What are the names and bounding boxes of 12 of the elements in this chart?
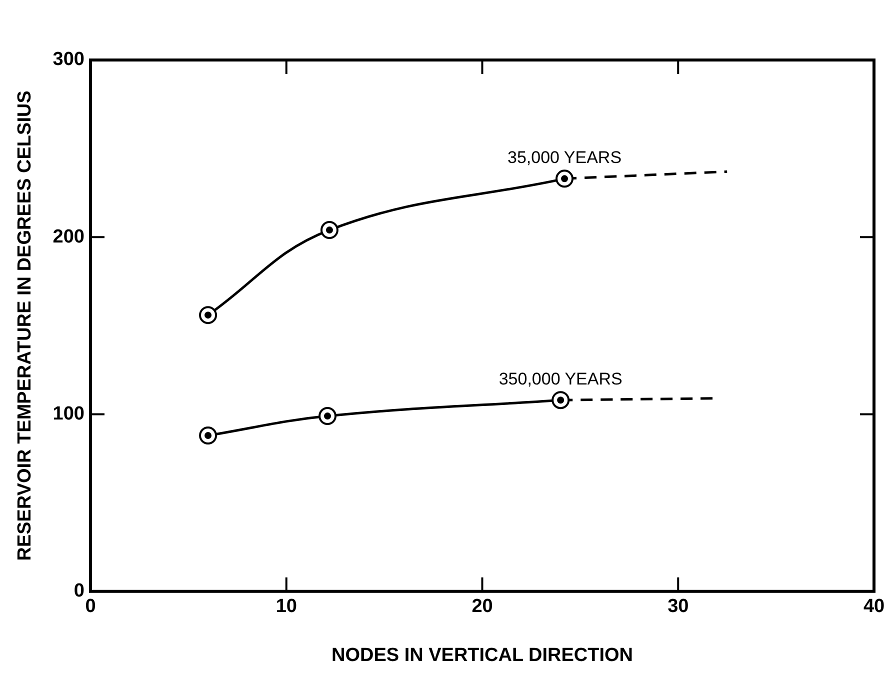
x-tick-label: 30 [668, 596, 689, 618]
y-tick-label: 300 [52, 49, 84, 70]
x-tick-label: 10 [276, 596, 297, 618]
x-tick-label: 20 [472, 596, 493, 618]
x-tick-label: 40 [863, 596, 885, 618]
y-tick-label: 200 [52, 226, 84, 248]
y-tick-label: 100 [52, 404, 84, 424]
y-axis-title: RESERVOIR TEMPERATURE IN DEGREES CELSIUS [14, 90, 36, 561]
series-label: 350,000 YEARS [498, 369, 622, 388]
x-axis-title: NODES IN VERTICAL DIRECTION [331, 644, 634, 666]
series-label: 35,000 YEARS [507, 148, 622, 167]
y-tick-label: 0 [74, 580, 84, 602]
